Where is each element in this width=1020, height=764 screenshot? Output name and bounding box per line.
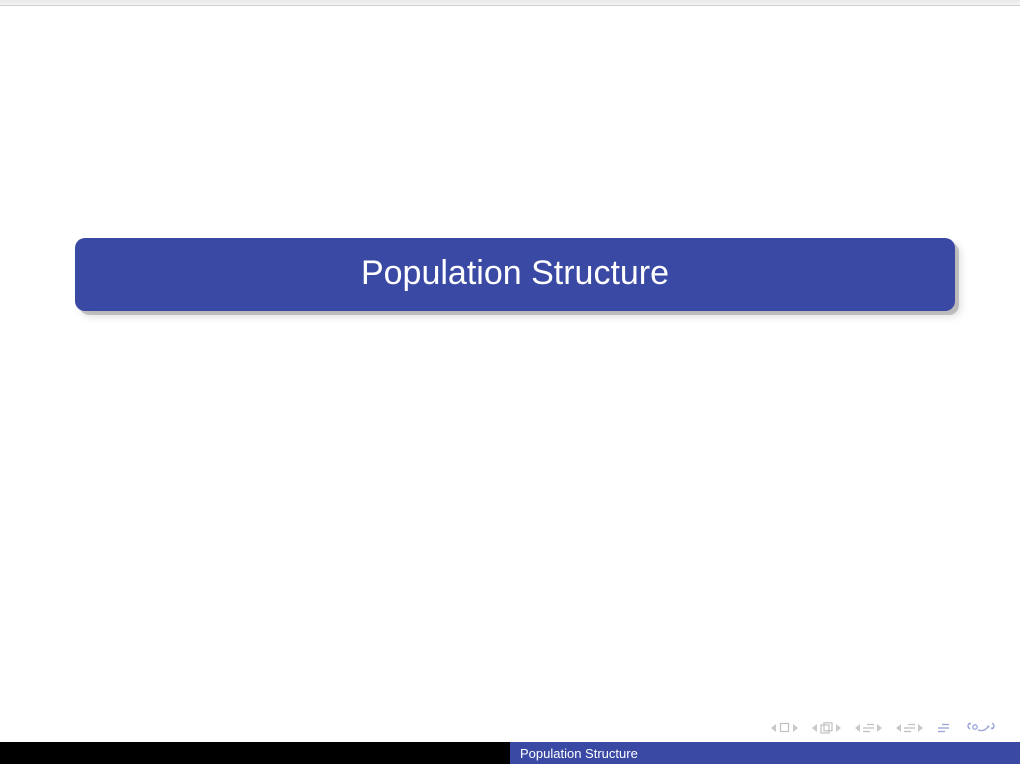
- nav-section-icon: [862, 723, 875, 733]
- nav-subsection-group[interactable]: [812, 722, 841, 734]
- slide-footer: Population Structure: [0, 742, 1020, 764]
- nav-prev-doc-icon: [896, 724, 901, 732]
- nav-prev-section-icon: [855, 724, 860, 732]
- nav-prev-subsection-icon: [812, 724, 817, 732]
- nav-next-frame-icon: [793, 724, 798, 732]
- beamer-nav-bar: [771, 719, 998, 736]
- window-top-border: [0, 0, 1020, 6]
- slide-title-text: Population Structure: [361, 254, 669, 292]
- nav-subsection-icon: [819, 722, 834, 734]
- footer-left-panel: [0, 742, 510, 764]
- nav-goto-end-icon[interactable]: [937, 723, 950, 733]
- nav-next-doc-icon: [918, 724, 923, 732]
- nav-doc-group[interactable]: [896, 723, 923, 733]
- nav-doc-icon: [903, 723, 916, 733]
- footer-title-text: Population Structure: [520, 746, 638, 761]
- nav-frame-group[interactable]: [771, 722, 798, 733]
- footer-right-panel: Population Structure: [510, 742, 1020, 764]
- title-block-container: Population Structure: [75, 238, 955, 311]
- nav-next-section-icon: [877, 724, 882, 732]
- nav-prev-frame-icon: [771, 724, 776, 732]
- nav-back-forward-icon[interactable]: [964, 719, 998, 736]
- nav-next-subsection-icon: [836, 724, 841, 732]
- nav-frame-icon: [778, 722, 791, 733]
- slide-title-block: Population Structure: [75, 238, 955, 311]
- nav-section-group[interactable]: [855, 723, 882, 733]
